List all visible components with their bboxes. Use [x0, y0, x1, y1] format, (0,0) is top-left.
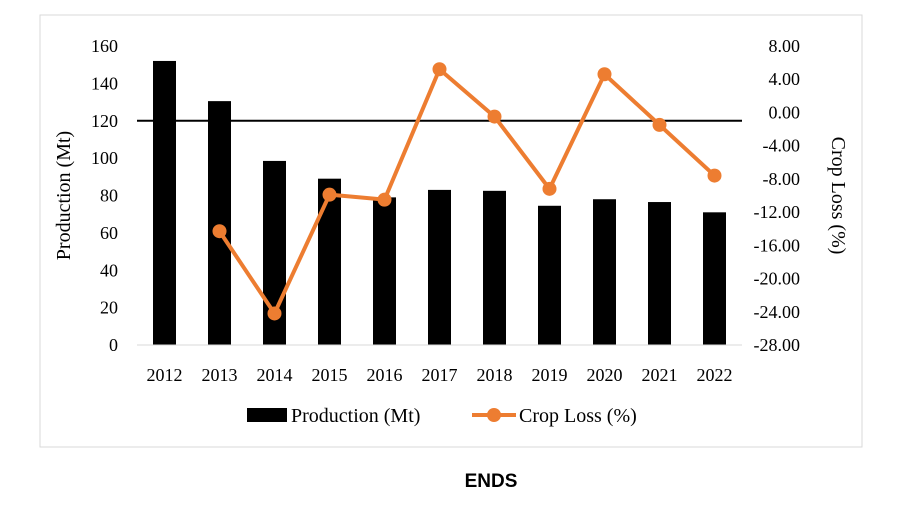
- x-tick-label: 2012: [147, 365, 183, 385]
- right-tick-label: -24.00: [754, 302, 801, 322]
- x-tick-label: 2021: [642, 365, 678, 385]
- x-tick-label: 2020: [587, 365, 623, 385]
- x-tick-label: 2013: [202, 365, 238, 385]
- legend-label-production: Production (Mt): [291, 405, 420, 427]
- crop-loss-point: [322, 187, 337, 202]
- crop-loss-point: [542, 181, 557, 196]
- x-tick-label: 2015: [312, 365, 348, 385]
- left-tick-label: 120: [91, 111, 118, 131]
- right-tick-label: -28.00: [754, 335, 801, 355]
- x-tick-label: 2014: [257, 365, 293, 385]
- production-bar: [153, 60, 176, 345]
- crop-loss-point: [267, 306, 282, 321]
- legend: Production (Mt) Crop Loss (%): [247, 405, 637, 427]
- left-axis-title: Production (Mt): [53, 131, 75, 260]
- left-tick-label: 0: [109, 335, 118, 355]
- legend-marker-crop-loss: [487, 408, 501, 422]
- right-tick-label: 0.00: [769, 102, 801, 122]
- x-tick-label: 2018: [477, 365, 513, 385]
- production-bar: [538, 205, 561, 345]
- crop-loss-point: [432, 62, 447, 77]
- x-tick-label: 2017: [422, 365, 458, 385]
- production-bar: [318, 178, 341, 345]
- crop-loss-point: [487, 109, 502, 124]
- left-tick-label: 20: [100, 298, 118, 318]
- production-bar: [593, 199, 616, 345]
- crop-loss-point: [212, 224, 227, 239]
- production-bar: [428, 189, 451, 345]
- left-tick-label: 140: [91, 73, 118, 93]
- right-tick-label: -12.00: [754, 202, 801, 222]
- right-tick-label: -16.00: [754, 235, 801, 255]
- left-tick-label: 60: [100, 223, 118, 243]
- right-tick-label: 4.00: [769, 69, 801, 89]
- production-bar: [648, 202, 671, 345]
- legend-label-crop-loss: Crop Loss (%): [519, 405, 637, 427]
- left-tick-label: 160: [91, 36, 118, 56]
- crop-loss-series-line: [217, 67, 716, 316]
- production-bars: [153, 60, 726, 345]
- production-bar: [483, 190, 506, 345]
- x-tick-label: 2016: [367, 365, 403, 385]
- legend-swatch-production: [247, 408, 287, 422]
- right-tick-label: -20.00: [754, 269, 801, 289]
- right-axis-ticks: 8.00 4.00 0.00 -4.00 -8.00 -12.00 -16.00 -20.00…: [754, 36, 801, 355]
- left-tick-label: 100: [91, 148, 118, 168]
- x-tick-label: 2019: [532, 365, 568, 385]
- figure-caption: ENDS: [465, 471, 518, 492]
- left-tick-label: 40: [100, 260, 118, 280]
- production-bar: [703, 212, 726, 345]
- right-tick-label: 8.00: [769, 36, 801, 56]
- right-tick-label: -8.00: [763, 169, 801, 189]
- production-bar: [208, 101, 231, 345]
- crop-loss-line: [212, 62, 722, 321]
- right-tick-label: -4.00: [763, 136, 801, 156]
- crop-loss-point: [652, 117, 667, 132]
- left-axis-ticks: 0 20 40 60 80 100 120 140 160: [91, 36, 118, 355]
- x-tick-label: 2022: [697, 365, 733, 385]
- left-tick-label: 80: [100, 186, 118, 206]
- right-axis-title: Crop Loss (%): [827, 137, 849, 255]
- crop-loss-point: [377, 192, 392, 207]
- x-axis-ticks: 2012 2013 2014 2015 2016 2017 2018 2019 2020 2021…: [147, 365, 733, 385]
- crop-loss-point: [707, 168, 722, 183]
- production-bar: [373, 197, 396, 345]
- crop-loss-point: [597, 67, 612, 82]
